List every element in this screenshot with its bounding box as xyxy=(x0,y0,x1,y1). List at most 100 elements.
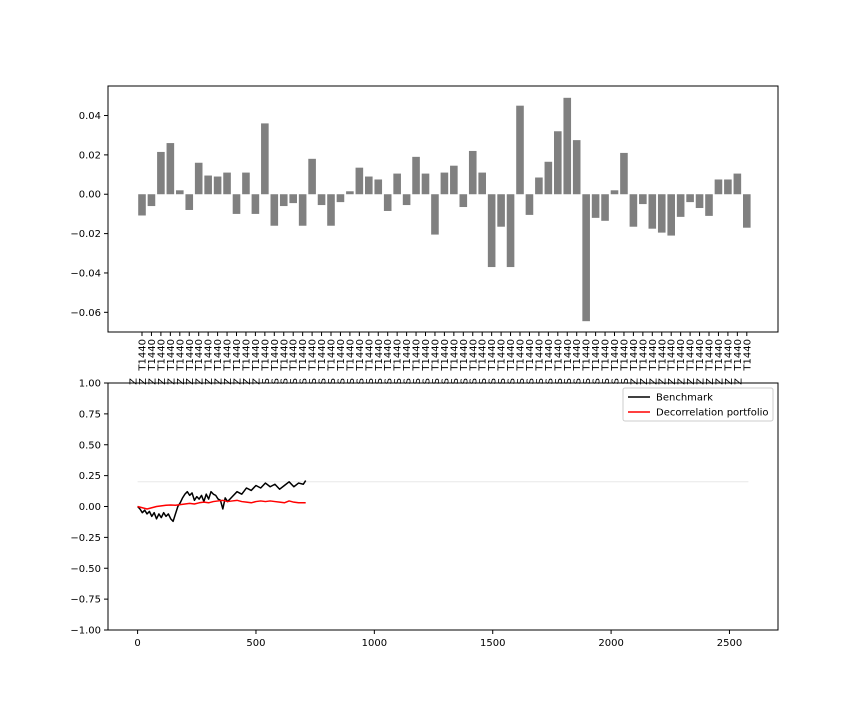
bar xyxy=(591,194,600,218)
x-tick-label-prefix: Z xyxy=(185,378,196,385)
x-tick-label-prefix: Z xyxy=(195,378,206,385)
line-marks xyxy=(137,480,749,523)
legend: Benchmark Decorrelation portfolio xyxy=(622,387,774,422)
x-tick-label: T1440 xyxy=(657,339,668,372)
x-tick-label-prefix: S xyxy=(582,378,593,384)
bar xyxy=(506,194,515,268)
bar xyxy=(743,194,751,228)
x-tick-label-prefix: S xyxy=(270,378,281,384)
x-tick-label: T1440 xyxy=(648,339,659,372)
x-tick-label: T1440 xyxy=(156,339,167,372)
bar xyxy=(582,194,590,322)
x-tick-label-prefix: S xyxy=(554,378,565,384)
x-tick-label-prefix: Z xyxy=(214,378,225,385)
bar xyxy=(733,173,742,195)
y-tick-label: 0.75 xyxy=(79,409,101,420)
x-tick-label-prefix: S xyxy=(544,378,555,384)
x-tick-label: T1440 xyxy=(251,339,262,372)
bar xyxy=(657,194,666,233)
x-tick-label: T1440 xyxy=(336,339,347,372)
x-tick-label: T1440 xyxy=(676,339,687,372)
x-tick-label-prefix: S xyxy=(289,378,300,384)
bar xyxy=(336,194,345,203)
x-tick-label-prefix: Z xyxy=(629,378,640,385)
y-tick-label: −0.06 xyxy=(70,308,101,319)
x-tick-label-prefix: S xyxy=(412,378,423,384)
bar xyxy=(213,176,222,195)
x-tick-label: T1440 xyxy=(695,339,706,372)
x-tick-label: T1440 xyxy=(553,339,564,372)
y-tick-label: −0.25 xyxy=(70,533,101,544)
bar xyxy=(204,175,212,195)
x-tick-label: T1440 xyxy=(412,339,423,372)
y-tick-label: −0.50 xyxy=(70,564,101,575)
x-tick-label: T1440 xyxy=(497,339,508,372)
x-tick-label-prefix: S xyxy=(601,378,612,384)
x-tick-label: T1440 xyxy=(241,339,252,372)
bar-x-axis: T1440 Z T1440 Z T1440 Z T1440 Z T1440 Z T1440 Z T144… xyxy=(129,332,753,385)
bar xyxy=(194,162,203,195)
bar xyxy=(648,194,657,229)
y-tick-label: −0.04 xyxy=(70,268,101,279)
x-tick-label: T1440 xyxy=(402,339,413,372)
x-tick-label: T1440 xyxy=(449,339,460,372)
bar xyxy=(440,172,449,195)
x-tick-label: T1440 xyxy=(308,339,319,372)
bar xyxy=(355,167,364,195)
bar xyxy=(308,158,316,195)
x-tick-label: T1440 xyxy=(175,339,186,372)
bar xyxy=(695,194,704,209)
x-tick-label: T1440 xyxy=(742,339,753,372)
x-tick-label: T1440 xyxy=(232,339,243,372)
x-tick-label: T1440 xyxy=(572,339,583,372)
x-tick-label: T1440 xyxy=(563,339,574,372)
y-tick-label: 0.25 xyxy=(79,471,101,482)
x-tick-label: T1440 xyxy=(270,339,281,372)
bar xyxy=(535,177,543,195)
x-tick-label: T1440 xyxy=(506,339,517,372)
x-tick-label: T1440 xyxy=(705,339,716,372)
x-tick-label-prefix: Z xyxy=(648,378,659,385)
bar xyxy=(402,194,411,206)
bar xyxy=(346,191,354,195)
x-tick-label-prefix: S xyxy=(440,378,451,384)
bar xyxy=(554,131,562,195)
x-tick-label: T1440 xyxy=(591,339,602,372)
legend-label: Decorrelation portfolio xyxy=(656,408,769,419)
x-tick-label-prefix: Z xyxy=(677,378,688,385)
bar xyxy=(601,194,609,221)
x-tick-label-prefix: S xyxy=(516,378,527,384)
x-tick-label-prefix: Z xyxy=(724,378,735,385)
x-tick-label: T1440 xyxy=(213,339,224,372)
x-tick-label: T1440 xyxy=(610,339,621,372)
x-tick-label-prefix: Z xyxy=(242,378,253,385)
x-tick-label-prefix: Z xyxy=(232,378,243,385)
x-tick-label: T1440 xyxy=(723,339,734,372)
x-tick-label-prefix: S xyxy=(431,378,442,384)
x-tick-label-prefix: Z xyxy=(204,378,215,385)
x-tick-label-prefix: S xyxy=(299,378,310,384)
bar xyxy=(525,194,534,215)
x-tick-label: T1440 xyxy=(478,339,489,372)
x-tick-label-prefix: Z xyxy=(696,378,707,385)
bar xyxy=(223,172,231,195)
x-tick-label-prefix: S xyxy=(308,378,319,384)
x-tick-label-prefix: Z xyxy=(223,378,234,385)
bar xyxy=(572,140,581,195)
x-tick-label-prefix: S xyxy=(620,378,631,384)
bar xyxy=(270,194,279,226)
bar xyxy=(724,179,732,195)
bar xyxy=(412,156,420,195)
x-tick-label: T1440 xyxy=(733,339,744,372)
bar xyxy=(298,194,307,226)
x-tick-label: T1440 xyxy=(279,339,290,372)
x-tick-label-prefix: S xyxy=(374,378,385,384)
x-tick-label: T1440 xyxy=(345,339,356,372)
bar-plot-frame xyxy=(107,85,779,333)
x-tick-label: T1440 xyxy=(364,339,375,372)
bar xyxy=(232,194,241,214)
x-tick-label: T1440 xyxy=(298,339,309,372)
bar xyxy=(667,194,675,236)
x-tick-label-prefix: Z xyxy=(714,378,725,385)
